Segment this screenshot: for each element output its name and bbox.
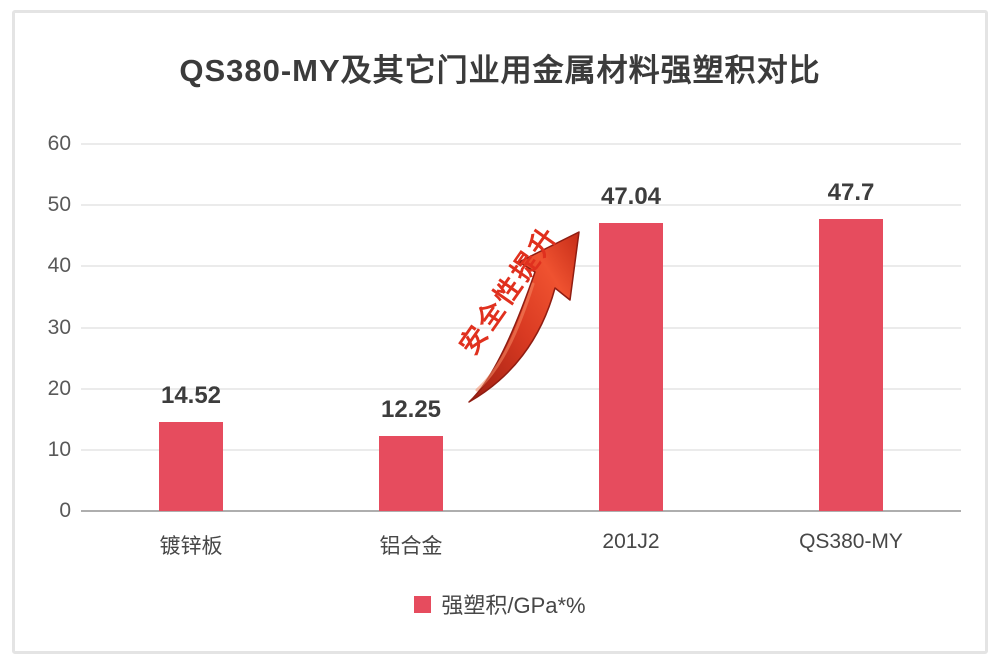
bar-镀锌板 [159, 422, 223, 511]
x-axis-line [81, 510, 961, 512]
bar-slot-201J2: 47.04 201J2 [521, 144, 741, 553]
legend: 强塑积/GPa*% [15, 588, 985, 620]
plot-area: 0 10 20 30 40 50 60 14.52 镀锌板 12.25 铝合金 47.04 201J2 4… [48, 132, 961, 558]
gridline-10 [81, 448, 961, 451]
bar-201J2 [599, 223, 663, 511]
legend-color-swatch [414, 595, 432, 613]
y-tick-label-30: 30 [47, 315, 71, 339]
chart-title: QS380-MY及其它门业用金属材料强塑积对比 [179, 53, 821, 88]
chart-frame: QS380-MY及其它门业用金属材料强塑积对比 0 10 20 30 40 50 60 14.… [12, 10, 988, 654]
y-tick-label-60: 60 [47, 132, 71, 155]
gridline-50 [81, 204, 961, 207]
gridline-60 [81, 143, 961, 145]
category-label-QS380-MY: QS380-MY [799, 530, 903, 553]
bar-value-label-QS380-MY: 47.7 [827, 179, 875, 207]
bar-slot-镀锌板: 14.52 镀锌板 [81, 144, 301, 558]
y-tick-label-40: 40 [47, 254, 71, 278]
category-label-铝合金: 铝合金 [379, 535, 443, 558]
y-tick-label-20: 20 [47, 376, 71, 400]
bar-value-label-铝合金: 12.25 [380, 396, 442, 424]
bar-铝合金 [379, 436, 443, 511]
category-label-201J2: 201J2 [602, 530, 660, 553]
y-tick-label-50: 50 [47, 193, 71, 217]
bar-slot-QS380-MY: 47.7 QS380-MY [741, 144, 961, 553]
bar-slot-铝合金: 12.25 铝合金 [301, 144, 521, 558]
bar-value-label-201J2: 47.04 [600, 183, 662, 211]
bar-value-label-镀锌板: 14.52 [160, 382, 222, 410]
legend-label: 强塑积/GPa*% [441, 593, 586, 618]
bar-QS380-MY [819, 219, 883, 511]
y-tick-label-10: 10 [47, 437, 71, 461]
y-tick-label-0: 0 [59, 499, 71, 522]
category-label-镀锌板: 镀锌板 [159, 535, 223, 558]
